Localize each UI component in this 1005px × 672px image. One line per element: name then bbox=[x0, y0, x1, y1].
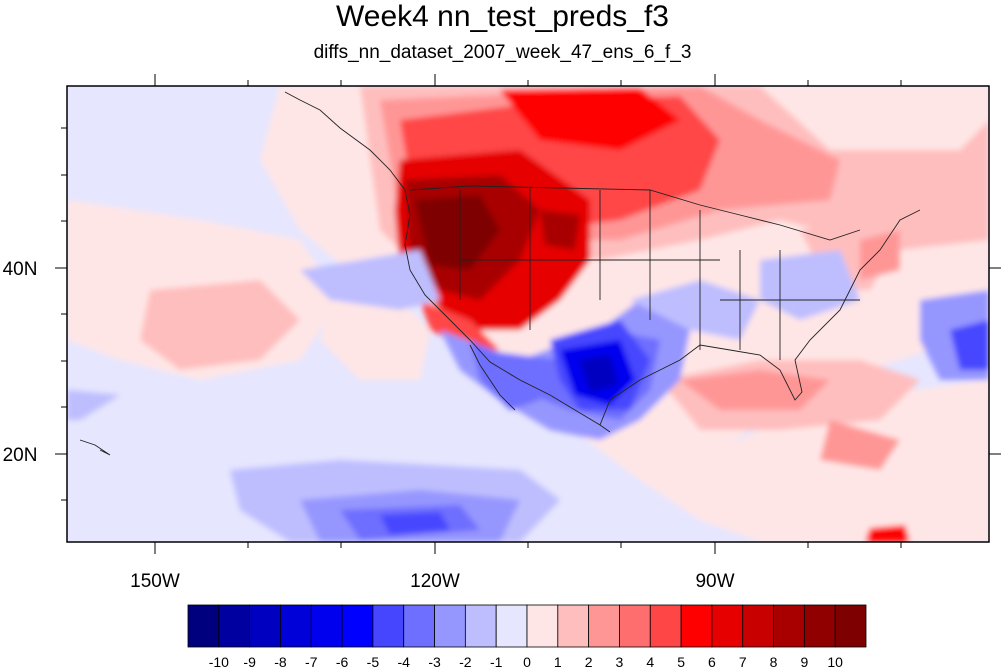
colorbar-swatch bbox=[341, 604, 374, 648]
colorbar-label: 7 bbox=[739, 654, 747, 670]
colorbar-swatch bbox=[187, 604, 220, 648]
colorbar-swatch bbox=[680, 604, 713, 648]
colorbar-label: -9 bbox=[243, 654, 256, 670]
map-title: Week4 nn_test_preds_f3 bbox=[335, 0, 669, 33]
coastlines bbox=[79, 91, 921, 456]
colorbar-label: 10 bbox=[827, 654, 843, 670]
colorbar-swatch bbox=[742, 604, 774, 648]
colorbar-label: 5 bbox=[677, 654, 685, 670]
colorbar-label: 2 bbox=[585, 654, 593, 670]
lon-label-90w: 90W bbox=[695, 571, 734, 592]
colorbar-label: -6 bbox=[336, 654, 349, 670]
colorbar-swatch bbox=[310, 604, 343, 648]
colorbar-label: 8 bbox=[770, 654, 778, 670]
colorbar-swatch bbox=[434, 604, 466, 648]
colorbar-swatch bbox=[773, 604, 805, 648]
colorbar-label: -10 bbox=[209, 654, 229, 670]
colorbar-swatch bbox=[649, 604, 682, 648]
temperature-anomaly-field bbox=[67, 86, 989, 542]
colorbar-label: -3 bbox=[428, 654, 441, 670]
axis-ticks bbox=[55, 74, 1001, 554]
colorbar-label: 0 bbox=[523, 654, 531, 670]
colorbar-swatch bbox=[495, 604, 528, 648]
colorbar-swatch bbox=[588, 604, 620, 648]
colorbar-swatch bbox=[403, 604, 435, 648]
colorbar-label: 9 bbox=[800, 654, 808, 670]
colorbar-label: 1 bbox=[554, 654, 562, 670]
colorbar: -10 -9 -8 -7 -6 -5 -4 -3 -2 -1 0 1 2 3 4 5 6 7 8 9 10 bbox=[187, 604, 867, 670]
colorbar-swatch bbox=[280, 604, 312, 648]
colorbar-swatch bbox=[803, 604, 836, 648]
colorbar-label: -8 bbox=[274, 654, 287, 670]
colorbar-swatch bbox=[372, 604, 405, 648]
lon-label-120w: 120W bbox=[410, 571, 460, 592]
colorbar-label: -7 bbox=[305, 654, 318, 670]
colorbar-swatch bbox=[711, 604, 744, 648]
colorbar-swatch bbox=[834, 604, 867, 648]
colorbar-swatch bbox=[557, 604, 590, 648]
colorbar-label: 3 bbox=[616, 654, 624, 670]
colorbar-label: 6 bbox=[708, 654, 716, 670]
lat-label-40n: 40N bbox=[3, 259, 38, 280]
colorbar-swatch bbox=[526, 604, 559, 648]
colorbar-label: -5 bbox=[367, 654, 380, 670]
map-subtitle: diffs_nn_dataset_2007_week_47_ens_6_f_3 bbox=[313, 42, 692, 63]
colorbar-swatch bbox=[218, 604, 251, 648]
colorbar-label: -1 bbox=[490, 654, 503, 670]
colorbar-swatch bbox=[464, 604, 497, 648]
colorbar-label: -4 bbox=[398, 654, 411, 670]
colorbar-label: 4 bbox=[646, 654, 654, 670]
colorbar-swatch bbox=[619, 604, 651, 648]
colorbar-label: -2 bbox=[459, 654, 472, 670]
lat-label-20n: 20N bbox=[3, 445, 38, 466]
lon-label-150w: 150W bbox=[130, 571, 180, 592]
colorbar-swatch bbox=[249, 604, 281, 648]
